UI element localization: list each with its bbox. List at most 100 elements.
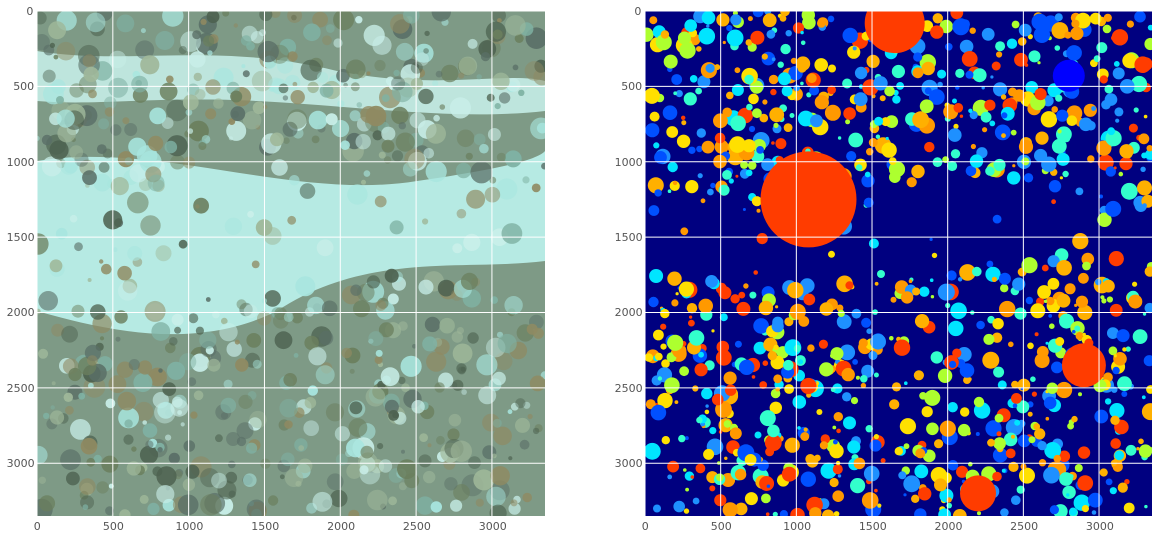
- coral-blob: [174, 326, 182, 334]
- coral-blob: [246, 442, 258, 454]
- segment-blob: [1049, 505, 1059, 515]
- segment-blob: [723, 371, 737, 385]
- segment-blob: [843, 416, 856, 430]
- segment-blob: [973, 396, 985, 408]
- coral-blob: [366, 275, 380, 289]
- segment-blob: [719, 313, 728, 322]
- segment-blob: [993, 82, 1008, 97]
- segment-blob: [649, 111, 660, 122]
- segment-blob: [773, 344, 779, 350]
- segment-blob: [1116, 329, 1130, 343]
- coral-blob: [447, 428, 460, 441]
- segment-blob: [983, 333, 995, 345]
- segment-blob: [1053, 454, 1062, 463]
- coral-blob: [149, 107, 167, 125]
- coral-blob: [223, 379, 233, 389]
- segment-blob: [744, 454, 757, 466]
- coral-blob: [51, 381, 56, 386]
- segment-blob: [997, 380, 1007, 390]
- coral-blob: [401, 449, 405, 454]
- segment-blob: [1124, 479, 1130, 485]
- segment-blob: [1031, 13, 1048, 30]
- segment-blob: [820, 434, 830, 444]
- coral-blob: [437, 279, 455, 297]
- segment-blob: [977, 511, 981, 516]
- coral-blob: [372, 130, 383, 141]
- segment-blob: [1034, 88, 1047, 101]
- segment-blob: [1137, 180, 1152, 196]
- coral-blob: [504, 150, 522, 168]
- coral-blob: [276, 57, 294, 74]
- coral-blob: [448, 413, 462, 427]
- coral-blob: [423, 148, 435, 159]
- segment-blob: [721, 473, 736, 487]
- segment-blob: [1075, 187, 1084, 196]
- segment-blob: [924, 389, 941, 406]
- segment-blob: [915, 314, 930, 329]
- coral-blob: [99, 336, 105, 341]
- segment-blob: [686, 303, 698, 314]
- coral-blob: [312, 491, 333, 512]
- coral-blob: [334, 426, 350, 442]
- coral-blob: [228, 136, 233, 141]
- segment-blob: [712, 393, 724, 406]
- coral-blob: [193, 72, 202, 82]
- segment-blob: [968, 461, 973, 467]
- segment-blob: [833, 511, 840, 516]
- segment-blob: [660, 323, 667, 330]
- coral-blob: [56, 41, 76, 61]
- coral-blob: [190, 353, 210, 372]
- coral-blob: [444, 477, 458, 491]
- segment-blob: [879, 95, 886, 102]
- coral-blob: [529, 375, 545, 392]
- coral-blob: [374, 195, 387, 208]
- segment-blob: [1144, 37, 1152, 51]
- segment-region: [760, 151, 857, 248]
- segment-blob: [1144, 504, 1148, 509]
- segment-blob: [1031, 391, 1037, 397]
- segment-blob: [716, 340, 730, 354]
- segment-blob: [832, 464, 843, 475]
- segment-blob: [996, 51, 1003, 58]
- coral-blob: [297, 458, 313, 474]
- segment-blob: [1014, 419, 1021, 426]
- coral-blob: [56, 96, 64, 104]
- segment-blob: [934, 439, 944, 449]
- coral-blob: [200, 18, 207, 25]
- coral-blob: [104, 96, 117, 110]
- coral-blob: [267, 495, 279, 506]
- segment-blob: [993, 158, 1006, 172]
- x-tick-label: 1000: [783, 520, 812, 533]
- segment-blob: [1095, 278, 1102, 286]
- coral-blob: [282, 121, 298, 137]
- segment-blob: [696, 416, 703, 424]
- coral-blob: [51, 323, 64, 337]
- coral-blob: [203, 35, 215, 47]
- segment-blob: [777, 61, 784, 68]
- coral-blob: [494, 103, 501, 110]
- coral-blob: [348, 418, 368, 437]
- coral-blob: [467, 332, 479, 344]
- segment-blob: [1057, 129, 1062, 134]
- segment-blob: [704, 409, 710, 415]
- segment-blob: [750, 30, 765, 45]
- coral-blob: [200, 494, 222, 516]
- coral-blob: [492, 418, 502, 428]
- coral-blob: [281, 452, 295, 467]
- segment-blob: [845, 119, 851, 125]
- segmentation-image: [645, 11, 1152, 516]
- segment-blob: [1008, 461, 1019, 472]
- segment-blob: [875, 134, 881, 139]
- segment-blob: [1141, 395, 1146, 400]
- segment-blob: [800, 40, 806, 46]
- segment-blob: [1001, 468, 1006, 473]
- segment-blob: [1105, 200, 1122, 217]
- x-tick-label: 3000: [1085, 520, 1114, 533]
- coral-blob: [118, 281, 138, 301]
- coral-blob: [311, 135, 320, 144]
- segment-blob: [819, 362, 834, 377]
- coral-blob: [460, 272, 479, 290]
- coral-blob: [147, 502, 160, 515]
- coral-blob: [424, 30, 430, 37]
- x-tick-label: 1500: [251, 520, 280, 533]
